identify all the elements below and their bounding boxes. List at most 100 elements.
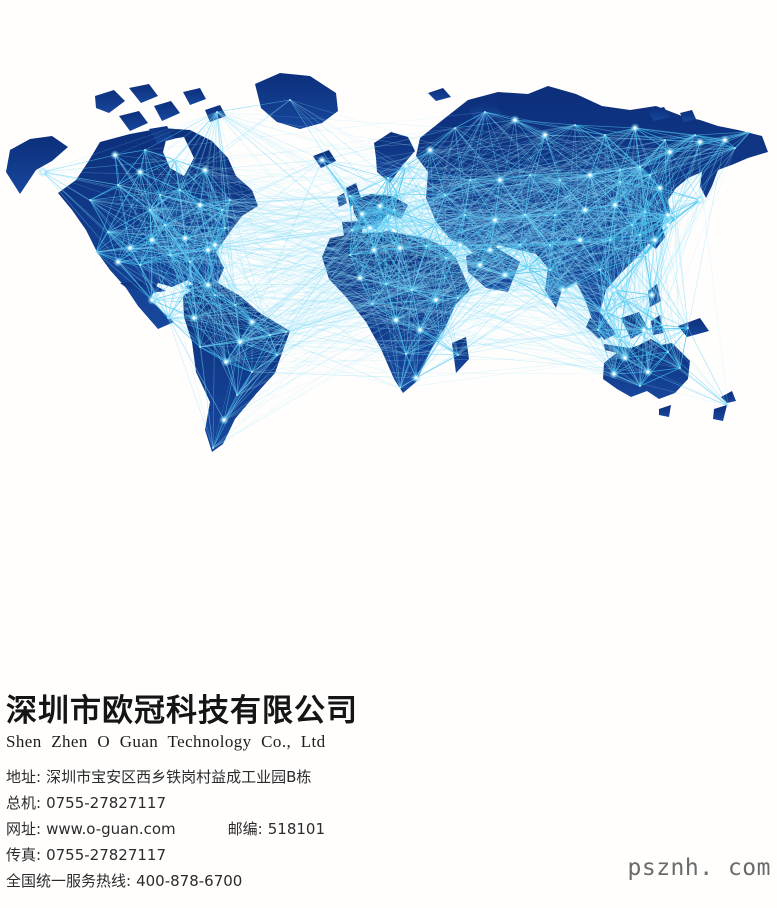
network-line: [454, 127, 641, 387]
network-line: [349, 254, 413, 291]
network-line: [597, 329, 681, 369]
network-line: [479, 179, 501, 266]
network-line: [207, 284, 253, 323]
network-line: [589, 174, 645, 331]
hotline-value: 400-878-6700: [136, 872, 243, 890]
network-line: [371, 194, 446, 305]
network-line: [669, 134, 696, 153]
network-line: [529, 174, 581, 241]
network-line: [589, 174, 633, 226]
network-line: [619, 151, 671, 183]
network-line: [454, 127, 671, 153]
network-line: [239, 195, 351, 343]
network-line: [167, 284, 209, 319]
network-line: [379, 205, 529, 269]
network-line: [589, 174, 607, 313]
network-line: [529, 174, 561, 181]
network-line: [434, 166, 641, 226]
network-line: [489, 249, 529, 269]
network-line: [546, 296, 626, 359]
network-line: [179, 189, 241, 343]
network-line: [454, 119, 516, 129]
network-line: [599, 269, 607, 313]
network-node: [559, 179, 561, 181]
network-line: [144, 149, 231, 201]
network-line: [42, 111, 218, 173]
network-line: [129, 247, 407, 355]
network-line: [631, 211, 646, 226]
network-line: [149, 209, 191, 263]
network-line: [544, 134, 666, 141]
network-line: [225, 214, 669, 363]
network-line: [639, 166, 701, 201]
network-line: [425, 166, 641, 247]
network-line: [484, 111, 621, 171]
network-line: [529, 174, 556, 216]
network-line: [489, 249, 626, 359]
network-line: [159, 159, 176, 196]
network-line: [149, 209, 253, 323]
network-line: [234, 211, 646, 306]
network-line: [385, 179, 471, 225]
network-line: [411, 289, 548, 298]
network-line: [385, 223, 481, 266]
network-node: [698, 198, 702, 202]
network-line: [385, 119, 516, 225]
network-line: [223, 319, 397, 421]
network-node: [488, 248, 492, 252]
network-line: [199, 111, 218, 206]
network-line: [387, 166, 641, 179]
network-line: [589, 174, 611, 241]
network-node: [360, 212, 364, 216]
network-line: [631, 224, 641, 236]
network-line: [139, 171, 441, 341]
network-line: [114, 154, 253, 373]
network-line: [619, 134, 696, 171]
network-line: [624, 324, 663, 359]
network-line: [321, 127, 456, 161]
network-line: [411, 244, 521, 291]
network-line: [504, 244, 521, 276]
network-line: [634, 127, 726, 141]
network-line: [269, 289, 413, 336]
network-line: [207, 127, 636, 251]
network-line: [469, 179, 616, 206]
network-line: [609, 239, 689, 329]
network-line: [399, 247, 413, 291]
network-line: [631, 166, 641, 226]
network-line: [411, 149, 431, 291]
network-line: [599, 214, 669, 271]
network-line: [149, 209, 375, 251]
network-line: [223, 289, 413, 421]
network-line: [129, 247, 209, 286]
landmass-arctic-island-4: [154, 101, 180, 121]
network-line: [212, 244, 521, 449]
network-line: [484, 111, 591, 176]
network-line: [639, 351, 669, 387]
network-line: [361, 174, 591, 215]
network-line: [385, 223, 551, 246]
network-line: [415, 214, 526, 379]
network-line: [117, 184, 151, 211]
network-line: [276, 119, 516, 356]
network-line: [619, 169, 641, 236]
network-line: [174, 159, 373, 305]
network-line: [519, 174, 591, 246]
network-line: [631, 214, 669, 226]
network-line: [667, 351, 729, 407]
network-line: [289, 99, 413, 291]
network-line: [524, 214, 599, 331]
network-line: [597, 311, 607, 331]
network-node: [224, 227, 226, 229]
network-line: [579, 239, 626, 359]
network-line: [385, 223, 401, 389]
network-line: [425, 245, 459, 299]
network-line: [189, 261, 195, 319]
network-line: [149, 209, 153, 301]
network-line: [164, 224, 226, 229]
network-line: [359, 249, 375, 279]
network-line: [114, 154, 166, 226]
network-line: [546, 296, 626, 301]
network-line: [179, 189, 287, 333]
network-line: [574, 124, 591, 176]
